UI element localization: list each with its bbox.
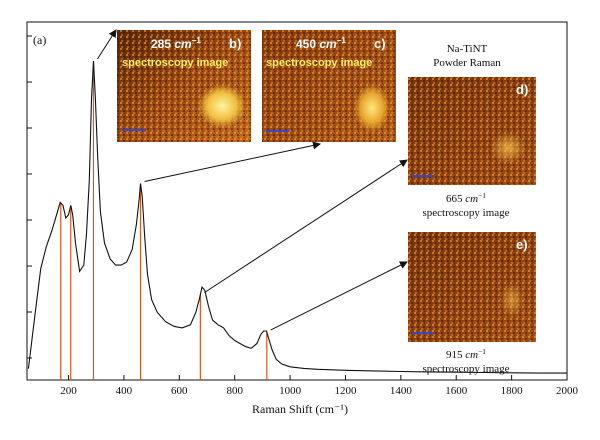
- x-tick-label-1000: 1000: [279, 385, 302, 397]
- sample-title-line2: Powder Raman: [433, 57, 501, 69]
- inset-d-wavenumber: 665 cm−1: [446, 191, 486, 205]
- arrow-to-inset-b: [97, 29, 117, 60]
- y-axis-ticks: [27, 35, 32, 359]
- inset-b-caption: spectroscopy image: [122, 57, 228, 69]
- inset-b-wavenumber: 285 cm−1: [151, 36, 201, 51]
- inset-d-caption: spectroscopy image: [422, 207, 509, 219]
- inset-e-caption: spectroscopy image: [422, 363, 509, 375]
- inset-e-letter: e): [516, 237, 528, 252]
- x-tick-label-800: 800: [226, 385, 243, 397]
- inset-b-hotspot: [198, 84, 246, 128]
- sample-title-line1: Na-TiNT: [447, 43, 488, 55]
- panel-label: (a): [33, 33, 46, 47]
- annotation-arrows: [97, 29, 408, 331]
- x-tick-label-600: 600: [171, 385, 188, 397]
- inset-d-texture: [408, 77, 536, 185]
- plot-frame: [26, 21, 568, 381]
- inset-e-hotspot: [500, 282, 524, 318]
- x-tick-label-2000: 2000: [556, 385, 579, 397]
- x-tick-label-1800: 1800: [501, 385, 524, 397]
- inset-e: e): [408, 232, 536, 342]
- arrow-to-inset-e: [270, 261, 408, 331]
- inset-d-hotspot: [490, 132, 526, 164]
- inset-c-letter: c): [374, 36, 386, 51]
- raman-spectrum-line: [27, 60, 567, 374]
- x-tick-label-1400: 1400: [390, 385, 413, 397]
- x-tick-label-1200: 1200: [334, 385, 357, 397]
- inset-b: 285 cm−1 b) spectroscopy image: [117, 30, 251, 142]
- arrow-to-inset-d: [204, 159, 408, 294]
- x-axis-label: Raman Shift (cm⁻¹): [252, 402, 348, 416]
- x-tick-label-1600: 1600: [445, 385, 468, 397]
- inset-c-caption: spectroscopy image: [266, 57, 372, 69]
- x-axis-ticks: 200 400 600 800 1000 1200 1400 1600 1800 2000: [60, 375, 579, 397]
- x-tick-label-400: 400: [116, 385, 133, 397]
- x-tick-label-200: 200: [60, 385, 77, 397]
- inset-d: d): [408, 77, 536, 185]
- inset-d-letter: d): [516, 82, 528, 97]
- arrow-to-inset-c: [144, 141, 321, 182]
- inset-c-hotspot: [354, 84, 390, 132]
- inset-b-letter: b): [229, 36, 241, 51]
- inset-c: 450 cm−1 c) spectroscopy image: [262, 30, 396, 142]
- inset-e-wavenumber: 915 cm−1: [446, 347, 486, 361]
- peak-markers: [60, 61, 268, 380]
- inset-c-wavenumber: 450 cm−1: [296, 36, 346, 51]
